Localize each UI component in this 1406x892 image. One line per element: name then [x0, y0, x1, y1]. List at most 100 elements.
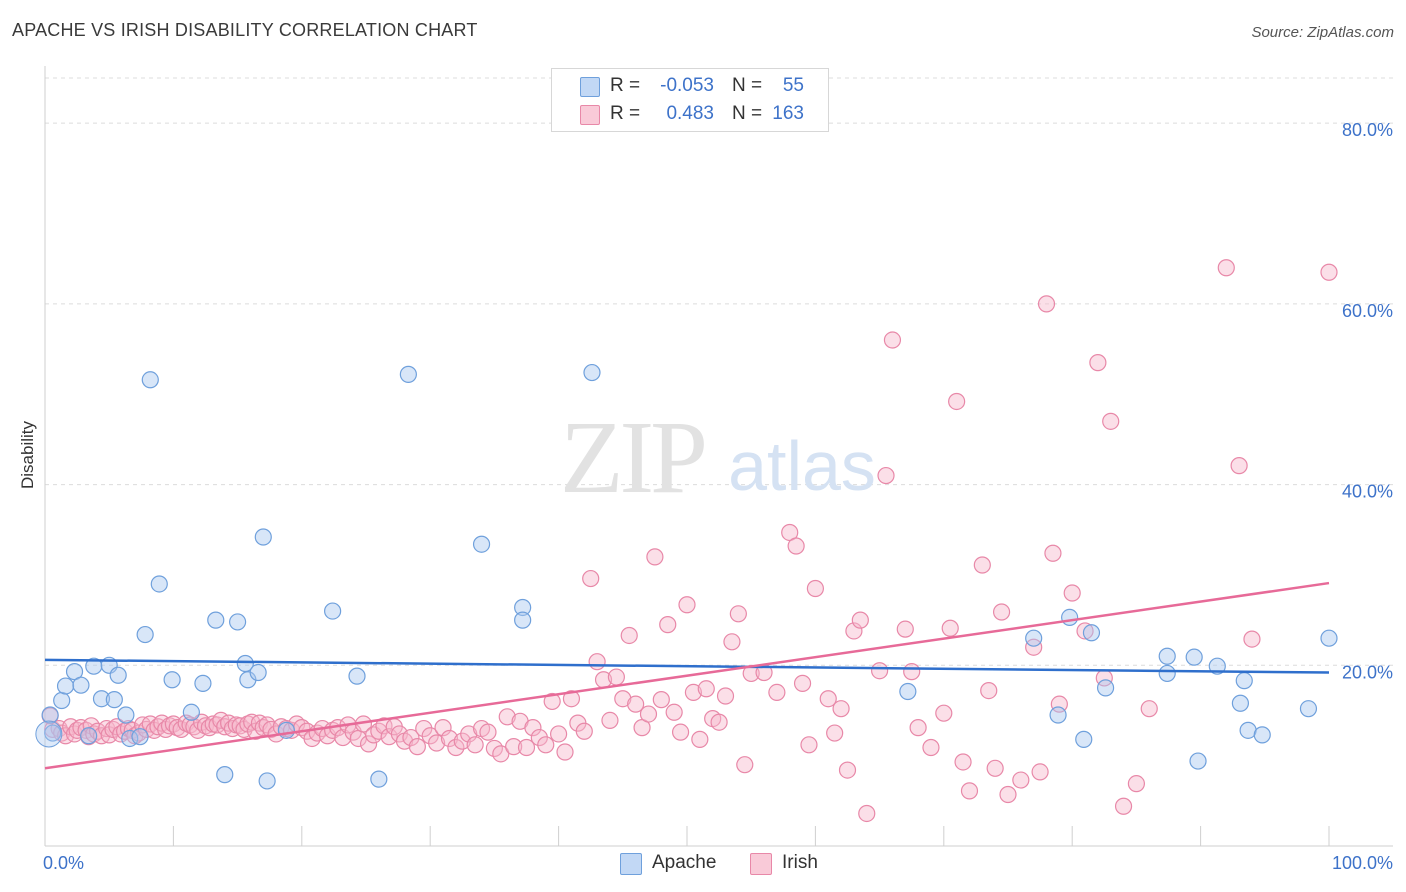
irish-point — [537, 736, 555, 754]
irish-point — [402, 728, 420, 747]
apache-point — [514, 598, 532, 617]
irish-point — [806, 579, 825, 598]
x-tick-label: 0.0% — [43, 853, 84, 873]
irish-point — [639, 705, 658, 723]
irish-point — [1076, 622, 1094, 640]
apache-point — [1299, 700, 1318, 718]
apache-label: Apache — [652, 852, 717, 873]
irish-point — [659, 616, 677, 634]
apache-point — [117, 706, 135, 724]
apache-point — [1189, 752, 1207, 770]
irish-point — [678, 596, 696, 614]
apache-point — [472, 535, 491, 553]
irish-point — [1243, 630, 1261, 648]
irish-point — [973, 556, 991, 574]
apache-swatch — [580, 77, 600, 97]
apache-point — [72, 676, 90, 694]
irish-point — [517, 738, 536, 757]
irish-points — [41, 259, 1338, 823]
irish-point — [524, 719, 542, 737]
apache-point — [194, 674, 212, 692]
irish-point — [1012, 771, 1030, 789]
apache-point — [1082, 624, 1101, 642]
irish-point — [883, 331, 902, 349]
trend-lines — [44, 581, 1330, 770]
irish-point — [922, 738, 940, 757]
irish-point — [697, 680, 715, 698]
legend-row-irish: R = 0.483 N = 163 — [552, 101, 828, 129]
apache-point — [1049, 706, 1067, 724]
irish-point — [1037, 295, 1056, 313]
apache-point — [254, 528, 272, 546]
apache-point — [1075, 730, 1093, 748]
irish-point — [575, 722, 593, 740]
apache-point — [1061, 608, 1079, 627]
apache-point — [899, 682, 917, 701]
watermark: ZIP atlas — [560, 400, 876, 515]
irish-point — [652, 691, 670, 709]
chart-title: APACHE VS IRISH DISABILITY CORRELATION C… — [12, 20, 478, 40]
irish-point — [826, 724, 844, 742]
n-label: N = — [732, 75, 763, 96]
x-tick-label: 100.0% — [1332, 853, 1393, 873]
irish-point — [549, 725, 568, 743]
apache-point — [583, 363, 601, 382]
apache-point — [1025, 629, 1043, 647]
irish-point — [627, 695, 645, 713]
irish-point — [434, 719, 452, 737]
irish-point — [428, 734, 446, 752]
apache-point — [41, 706, 59, 724]
apache-point — [249, 663, 267, 682]
apache-point — [150, 575, 168, 593]
irish-point — [954, 753, 972, 771]
apache-point — [109, 666, 127, 684]
irish-trend-line — [44, 581, 1330, 770]
irish-point — [359, 735, 378, 753]
apache-point-cluster — [35, 720, 63, 748]
irish-point — [447, 738, 465, 757]
irish-point — [460, 725, 478, 743]
irish-point — [588, 653, 606, 671]
apache-point — [56, 677, 75, 695]
apache-point — [1185, 648, 1203, 666]
irish-point — [492, 745, 510, 763]
irish-point — [729, 605, 747, 623]
y-tick-label: 40.0% — [1342, 482, 1393, 502]
apache-point — [182, 703, 200, 721]
irish-point — [800, 736, 818, 754]
irish-point — [896, 620, 914, 638]
apache-points — [35, 363, 1338, 790]
apache-point — [92, 690, 111, 708]
r-label: R = — [610, 75, 641, 96]
apache-point — [1253, 726, 1271, 744]
irish-point — [1140, 700, 1158, 718]
apache-point — [1231, 694, 1250, 712]
apache-point — [324, 602, 342, 620]
irish-point — [671, 723, 690, 741]
irish-point — [845, 622, 863, 640]
apache-point — [1096, 679, 1115, 697]
apache-point — [80, 727, 98, 745]
irish-point — [440, 729, 459, 748]
irish-point — [505, 738, 523, 756]
irish-point — [453, 732, 471, 750]
r-value: 0.483 — [666, 103, 714, 124]
irish-point — [562, 690, 581, 708]
gridlines — [45, 77, 1393, 666]
irish-point — [723, 633, 741, 651]
irish-point — [980, 681, 998, 700]
irish-point — [858, 804, 876, 823]
legend-row-apache: R = -0.053 N = 55 — [552, 73, 828, 101]
irish-point — [935, 704, 953, 722]
apache-point — [370, 770, 388, 788]
irish-point — [415, 719, 433, 738]
apache-point — [131, 728, 149, 746]
irish-point — [819, 690, 837, 708]
y-tick-label: 20.0% — [1342, 662, 1393, 682]
n-label: N = — [732, 103, 763, 124]
irish-point — [1114, 797, 1133, 815]
irish-point — [498, 708, 516, 726]
irish-point — [992, 603, 1011, 621]
irish-point — [1230, 457, 1248, 475]
